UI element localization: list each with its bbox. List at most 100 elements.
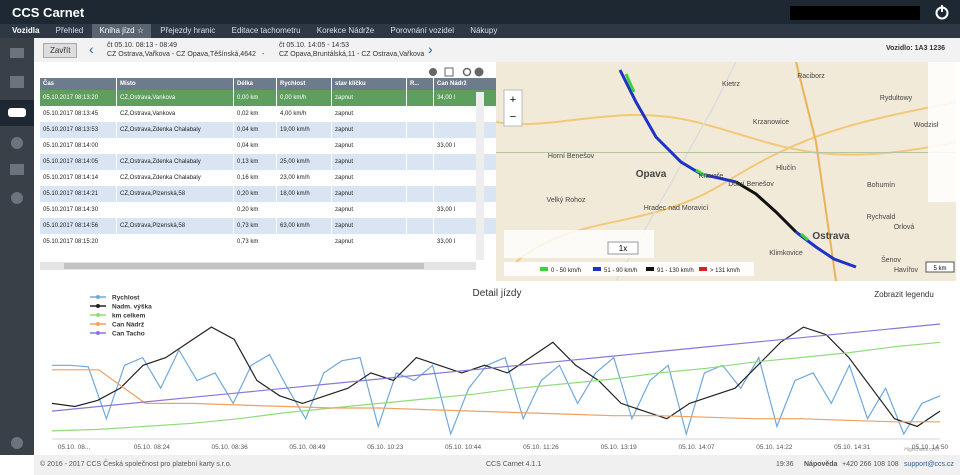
legend-marker: [96, 322, 100, 326]
map-label: Orlová: [894, 224, 915, 231]
chart: Detail jízdy Zobrazit legendu Highcharts…: [34, 284, 960, 455]
x-tick-label: 05.10. 08:49: [289, 444, 326, 451]
map-label: Hlučín: [776, 165, 796, 172]
column-header: Čas: [40, 78, 117, 90]
icon-map[interactable]: [10, 76, 24, 88]
playback-speed[interactable]: 1x: [619, 244, 627, 253]
scrollbar[interactable]: [40, 262, 476, 270]
toolbar: Zavřít ‹ čt 05.10. 08:13 - 08:49 CZ Ostr…: [34, 38, 960, 62]
nav-item[interactable]: Kniha jízd ☆: [92, 24, 151, 38]
table-cell: [406, 154, 434, 170]
series-line: [51, 323, 941, 412]
map-label: Rydultowy: [880, 95, 913, 102]
nav-item[interactable]: Nákupy: [470, 26, 498, 35]
table-cell: 0,04 km: [233, 138, 277, 154]
redacted: [790, 6, 920, 20]
x-tick-label: 05.10. 14:07: [678, 444, 715, 451]
legend-marker: [96, 313, 100, 317]
map-label: Klimkovice: [769, 250, 803, 257]
table-row[interactable]: 05.10.2017 08:14:21 CZ,Ostrava,Plzenská,5…: [40, 186, 532, 202]
nav-section[interactable]: Vozidla: [12, 26, 40, 35]
table-cell: 0,00 km: [233, 90, 277, 106]
map-label: Havířov: [894, 267, 919, 274]
table-cell: [406, 106, 434, 122]
table-cell: [433, 186, 497, 202]
table-row[interactable]: 05.10.2017 08:14:05 CZ,Ostrava,Zdenka Cha…: [40, 154, 532, 170]
table-row[interactable]: 05.10.2017 08:13:20 CZ,Ostrava,Vankova 0,0…: [40, 90, 532, 106]
legend-label[interactable]: Rychlost: [112, 295, 140, 302]
map-label: Horní Benešov: [548, 153, 595, 160]
table-cell: 05.10.2017 08:13:53: [40, 122, 117, 138]
series-line: [52, 369, 940, 423]
legend-label[interactable]: Nadm. výška: [112, 304, 152, 311]
table-row[interactable]: 05.10.2017 08:14:56 CZ,Ostrava,Plzenská,5…: [40, 218, 532, 234]
vehicle: Vozidlo: 1A3 1236: [886, 45, 946, 52]
table-cell: [406, 122, 434, 138]
sidebar-icons: [0, 48, 34, 449]
icon-user[interactable]: [11, 192, 23, 204]
map-label: Rychvald: [867, 214, 896, 221]
email[interactable]: support@ccs.cz: [904, 461, 954, 468]
nav-item[interactable]: Korekce Nádrže: [316, 26, 375, 35]
power-button[interactable]: [934, 4, 950, 20]
icon-people[interactable]: [11, 137, 23, 149]
column-header: Can Nádrž: [433, 78, 497, 90]
x-tick-label: 05.10. 08...: [58, 444, 91, 451]
table-cell: zapnut: [331, 186, 407, 202]
table-cell: zapnut: [331, 234, 407, 250]
table-cell: zapnut: [331, 202, 407, 218]
legend-label[interactable]: Can Nádrž: [112, 322, 145, 329]
icon-chart[interactable]: [10, 164, 24, 175]
map-label: Opava: [636, 169, 667, 180]
legend-label[interactable]: Can Tacho: [112, 331, 145, 338]
table-cell: 33,00 l: [433, 202, 497, 218]
icon-settings[interactable]: [11, 437, 23, 449]
clock: 19:36: [776, 461, 794, 468]
table-cell: [433, 122, 497, 138]
table-row[interactable]: 05.10.2017 08:13:53 CZ,Ostrava,Zdenka Cha…: [40, 122, 532, 138]
table-cell: 25,00 km/h: [276, 154, 332, 170]
table-cell: zapnut: [331, 170, 407, 186]
legend-marker: [96, 304, 100, 308]
v-scrollbar[interactable]: [476, 92, 484, 260]
map-label: Velký Rohoz: [547, 197, 586, 204]
column-header: R...: [406, 78, 434, 90]
legend-label: > 131 km/h: [710, 268, 740, 274]
icon-home[interactable]: [10, 48, 24, 58]
map-label: Krzanowice: [753, 119, 789, 126]
next-arrow[interactable]: ›: [428, 41, 433, 57]
table-cell: 0,00 km/h: [276, 90, 332, 106]
zoom-in[interactable]: +: [510, 94, 516, 106]
prev-arrow[interactable]: ‹: [89, 41, 94, 57]
table-row[interactable]: 05.10.2017 08:14:14 CZ,Ostrava,Zdenka Cha…: [40, 170, 532, 186]
nav-item[interactable]: Přejezdy hranic: [160, 26, 216, 35]
nav-item[interactable]: Přehled: [55, 26, 84, 35]
table-cell: CZ,Ostrava,Zdenka Chalabaly: [116, 122, 234, 138]
table-cell: CZ,Ostrava,Zdenka Chalabaly: [116, 170, 234, 186]
legend-label: 91 - 130 km/h: [657, 268, 694, 274]
phone: +420 266 108 108: [842, 461, 899, 468]
nav-item[interactable]: Porovnání vozidel: [390, 26, 454, 35]
table-row[interactable]: 05.10.2017 08:13:45 CZ,Ostrava,Vankova 0,0…: [40, 106, 532, 122]
top-bar: CCS Carnet: [0, 0, 960, 24]
column-header: stav klíčku: [331, 78, 407, 90]
legend-toggle[interactable]: Zobrazit legendu: [874, 290, 934, 299]
prev-route: CZ Ostrava,Vařkova - CZ Opava,Těšínská,4…: [107, 51, 256, 58]
x-tick-label: 05.10. 10:23: [367, 444, 404, 451]
icon-car[interactable]: [8, 108, 26, 117]
close-button[interactable]: Zavřít: [43, 43, 78, 58]
table-cell: 05.10.2017 08:14:14: [40, 170, 117, 186]
x-tick-label: 05.10. 14:22: [756, 444, 793, 451]
footer: © 2016 - 2017 CCS Česká společnost pro p…: [34, 455, 960, 475]
zoom-out[interactable]: −: [510, 111, 516, 123]
help-link[interactable]: Nápověda: [804, 461, 838, 468]
table-cell: 19,00 km/h: [276, 122, 332, 138]
nav-item[interactable]: Editace tachometru: [231, 26, 301, 35]
map-label: Bohumín: [867, 182, 895, 189]
table-cell: 05.10.2017 08:13:45: [40, 106, 117, 122]
legend-label[interactable]: km celkem: [112, 313, 145, 320]
map-label: Kietrz: [722, 81, 740, 88]
